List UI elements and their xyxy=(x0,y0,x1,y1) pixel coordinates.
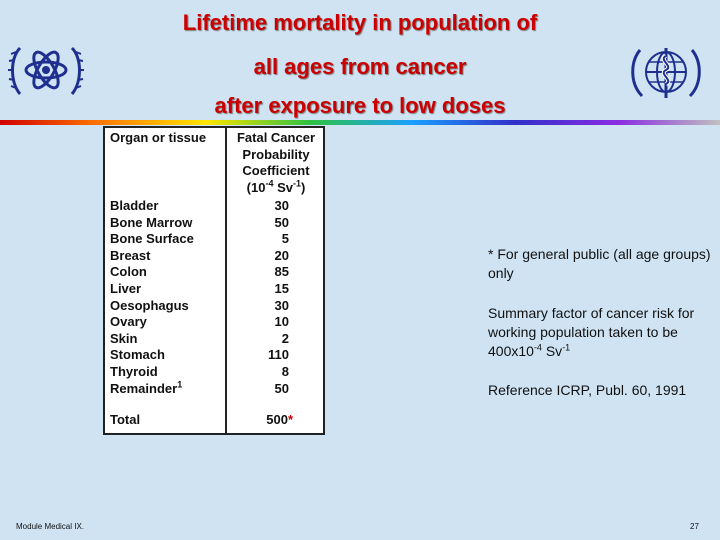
table-row-organ: Bone Marrow xyxy=(110,214,193,230)
total-asterisk: * xyxy=(287,412,293,427)
iaea-atom-logo-icon xyxy=(8,46,84,95)
table-row-organ: Stomach xyxy=(110,347,165,363)
risk-coefficient-table: Organ or tissue Fatal Cancer Probability… xyxy=(103,126,325,435)
footer-page-number: 27 xyxy=(690,522,699,531)
table-row-value: 85 xyxy=(274,264,289,280)
table-row-value: 8 xyxy=(281,363,289,379)
table-row-organ: Bone Surface xyxy=(110,231,194,247)
table-header-coefficient: Fatal Cancer Probability Coefficient (10… xyxy=(229,130,323,196)
table-row-value: 30 xyxy=(274,297,289,313)
table-row-value: 30 xyxy=(274,198,289,213)
note-summary-factor: Summary factor of cancer risk for workin… xyxy=(488,305,695,359)
header-coefficient-line-1: Fatal Cancer xyxy=(236,130,316,145)
value-column: 30 50 5 20 85 15 30 10 2 110 8 50 xyxy=(229,198,289,397)
table-row-organ: Oesophagus xyxy=(110,297,189,313)
header-coefficient-line-3: Coefficient xyxy=(242,163,310,178)
rainbow-divider xyxy=(0,120,720,125)
table-row-value: 110 xyxy=(268,347,289,363)
table-row-organ: Skin xyxy=(110,330,138,346)
table-row-value: 50 xyxy=(274,214,289,230)
table-row-organ: Bladder xyxy=(110,198,159,213)
table-row-organ: Liver xyxy=(110,280,142,296)
footer-module-label: Module Medical IX. xyxy=(16,522,85,531)
table-column-divider xyxy=(225,128,227,433)
table-row-value: 15 xyxy=(274,280,289,296)
table-row-value: 10 xyxy=(274,314,289,330)
note-reference: Reference ICRP, Publ. 60, 1991 xyxy=(488,382,687,398)
table-row-value: 20 xyxy=(274,247,289,263)
header-coefficient-line-2: Probability xyxy=(242,146,310,162)
table-row-organ: Colon xyxy=(110,264,147,280)
table-row-organ: Remainder1 xyxy=(110,379,183,396)
slide-title-line-1: Lifetime mortality in population of xyxy=(182,10,538,35)
note-general-public: * For general public (all age groups) on… xyxy=(488,246,711,281)
slide-title-line-3: after exposure to low doses xyxy=(214,93,506,118)
slide-title-line-2: all ages from cancer xyxy=(253,54,467,79)
organ-column: Bladder Bone Marrow Bone Surface Breast … xyxy=(110,198,222,397)
table-header-organ: Organ or tissue xyxy=(110,130,207,145)
table-total-value: 500* xyxy=(266,412,293,427)
table-row-organ: Ovary xyxy=(110,314,147,330)
table-row-organ: Breast xyxy=(110,247,151,263)
table-total-label: Total xyxy=(110,412,141,427)
table-row-value: 5 xyxy=(281,231,289,247)
table-row-organ: Thyroid xyxy=(110,363,158,379)
header-coefficient-unit: (10-4 Sv-1) xyxy=(246,178,306,195)
who-logo-icon xyxy=(631,48,701,98)
table-row-value: 2 xyxy=(281,330,289,346)
table-row-value: 50 xyxy=(274,380,289,396)
